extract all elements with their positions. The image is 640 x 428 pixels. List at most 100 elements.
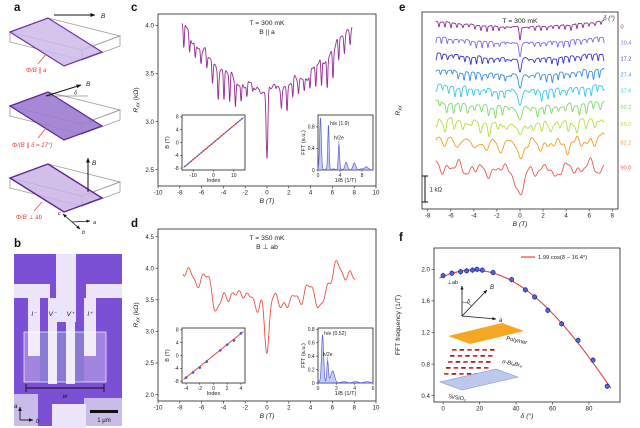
svg-text:4: 4 xyxy=(240,386,243,392)
label-I-plus: I⁺ xyxy=(87,311,93,318)
svg-text:10: 10 xyxy=(373,190,380,197)
field-label: B xyxy=(86,81,91,88)
svg-text:3.0: 3.0 xyxy=(145,329,154,336)
sample-stack-schematic: ⊥ab Bδ a Polymer α-Bi₄Br₄ Si/SiO₂ xyxy=(438,279,528,403)
panel-c: -10 -8 -6 -4 -2 0 2 4 6 8 10 2.5 3.0 3.5 4.0 B (T) Rxx (… xyxy=(128,0,388,215)
svg-text:-6: -6 xyxy=(199,405,205,412)
a-axis-label: a xyxy=(93,220,96,226)
f_main-ylabel: FFT frequency (1/T) xyxy=(395,295,402,355)
panel-label-c: c xyxy=(131,2,138,14)
e_stack-title: T = 300 mK xyxy=(502,18,538,25)
svg-text:1.6: 1.6 xyxy=(421,298,430,305)
panel-e: -8 -6 -4 -2 0 2 4 6 8 B (T) Rxx T = 300 mK δ (°) 0 10.… xyxy=(388,0,640,228)
svg-text:2.5: 2.5 xyxy=(145,360,154,367)
fft-peak-label: h/2e xyxy=(323,352,333,358)
svg-text:4: 4 xyxy=(309,405,313,412)
svg-text:4.5: 4.5 xyxy=(145,234,154,241)
svg-text:6: 6 xyxy=(331,190,335,197)
svg-text:0.8: 0.8 xyxy=(421,361,430,368)
svg-text:0: 0 xyxy=(265,190,269,197)
e-delta-header: δ (°) xyxy=(603,16,614,22)
d_main-title-1: B ⊥ ab xyxy=(256,244,278,251)
polymer-label: Polymer xyxy=(506,336,528,346)
panel-a: B Φ/B || a δ B Φ/(B || δ = 17°) xyxy=(0,0,128,236)
electrode-V-minus xyxy=(48,298,57,384)
a-axis-arrow xyxy=(71,219,91,223)
svg-text:0.4: 0.4 xyxy=(308,146,315,152)
svg-text:0.8: 0.8 xyxy=(308,327,315,333)
svg-text:8: 8 xyxy=(361,173,364,179)
label-I-minus: I⁻ xyxy=(31,311,37,318)
svg-text:2: 2 xyxy=(226,386,229,392)
f-legend-label: 1.99 cos(δ − 16.4°) xyxy=(538,255,587,261)
svg-text:-6: -6 xyxy=(448,213,454,220)
b-axis-arrow xyxy=(71,221,81,230)
d_inset_fft-xlabel: 1/B (1/T) xyxy=(335,391,357,397)
svg-text:8: 8 xyxy=(352,190,356,197)
svg-text:-2: -2 xyxy=(198,386,203,392)
svg-text:0.8: 0.8 xyxy=(308,125,315,131)
svg-text:10: 10 xyxy=(373,405,380,412)
d_inset_index-xlabel: Index xyxy=(207,391,221,397)
svg-text:0: 0 xyxy=(518,213,522,220)
svg-text:-8: -8 xyxy=(174,379,179,385)
svg-text:3.5: 3.5 xyxy=(145,297,154,304)
d_main-title-0: T = 350 mK xyxy=(249,235,285,242)
c-axis-arrow xyxy=(62,213,73,223)
crystal-axes-triad: c a b xyxy=(58,211,96,236)
svg-text:60: 60 xyxy=(549,406,556,413)
schematic-B-perp-ab: B Φ/B ⊥ ab xyxy=(8,157,122,221)
svg-text:4.0: 4.0 xyxy=(145,265,154,272)
svg-text:3.5: 3.5 xyxy=(145,71,154,78)
svg-text:6: 6 xyxy=(372,386,375,392)
f_main-xlabel: δ (°) xyxy=(521,412,534,420)
electrodes xyxy=(14,254,122,384)
svg-text:2.5: 2.5 xyxy=(145,167,154,174)
e_stack-xlabel: B (T) xyxy=(512,221,527,228)
bottom-trunk xyxy=(52,404,86,428)
svg-text:20: 20 xyxy=(476,406,483,413)
ab-axes-triad: a b xyxy=(14,404,40,425)
panel-label-e: e xyxy=(399,2,406,14)
svg-text:0.2: 0.2 xyxy=(308,367,315,373)
bi4br4-label: α-Bi₄Br₄ xyxy=(502,359,524,369)
svg-text:4: 4 xyxy=(176,340,179,346)
svg-text:-4: -4 xyxy=(174,153,179,159)
svg-text:-8: -8 xyxy=(174,166,179,172)
c_inset_fft-xlabel: 1/B (1/T) xyxy=(335,178,357,184)
svg-text:0: 0 xyxy=(312,168,315,174)
svg-text:0: 0 xyxy=(176,353,179,359)
scale-bar xyxy=(90,410,118,413)
flux-cross-section xyxy=(8,17,104,67)
polymer-layer xyxy=(448,323,524,344)
svg-text:-6: -6 xyxy=(199,190,205,197)
substrate-layer xyxy=(438,368,520,391)
crystal-highlight-band xyxy=(23,331,107,383)
schematic-B-parallel-a: B Φ/B || a xyxy=(8,13,122,74)
svg-text:-8: -8 xyxy=(425,213,431,220)
chart-rxx-angle-stack: -8 -6 -4 -2 0 2 4 6 8 B (T) Rxx T = 300 mK δ (°) 0 10.… xyxy=(395,11,631,228)
field-arrow xyxy=(45,84,82,97)
svg-text:-4: -4 xyxy=(221,190,227,197)
b-axis-label: b xyxy=(36,419,40,425)
svg-text:8: 8 xyxy=(352,405,356,412)
inset-a-label: a xyxy=(499,318,503,324)
svg-text:4: 4 xyxy=(564,213,568,220)
schematic-B-tilted-17deg: δ B Φ/(B || δ = 17°) xyxy=(8,81,122,149)
c_inset_fft-ylabel: FFT (a.u.) xyxy=(301,130,307,155)
width-marker: w xyxy=(25,384,105,400)
label-V-plus: V⁺ xyxy=(67,311,75,318)
svg-text:8: 8 xyxy=(176,328,179,334)
svg-text:8: 8 xyxy=(176,115,179,121)
svg-text:0.4: 0.4 xyxy=(308,354,315,360)
crystal-flux-schematics: B Φ/B || a δ B Φ/(B || δ = 17°) xyxy=(8,13,122,236)
svg-text:4: 4 xyxy=(176,127,179,133)
electrode-I-minus xyxy=(28,298,40,356)
c_main-xlabel: B (T) xyxy=(259,198,274,205)
flux-label: Φ/(B || δ = 17°) xyxy=(12,143,52,149)
svg-text:2: 2 xyxy=(287,405,291,412)
svg-text:0: 0 xyxy=(212,386,215,392)
svg-text:0: 0 xyxy=(212,173,215,179)
panel-label-d: d xyxy=(131,218,139,230)
svg-text:0: 0 xyxy=(317,386,320,392)
